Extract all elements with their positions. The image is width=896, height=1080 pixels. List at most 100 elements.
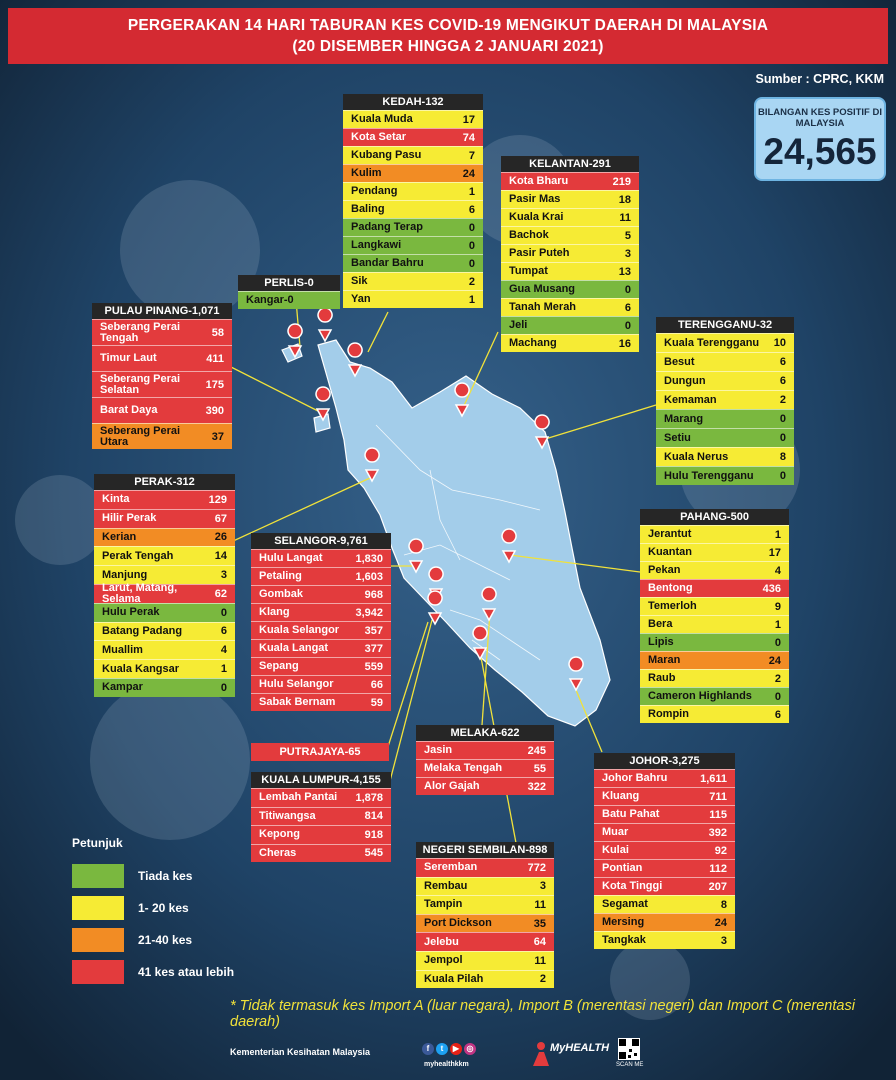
district-row: Pendang 1 [343,182,483,200]
district-row: Kota Setar 74 [343,128,483,146]
district-count: 0 [779,470,786,482]
youtube-icon[interactable]: ▶ [450,1043,462,1055]
district-count: 8 [720,898,727,911]
district-row: Seberang Perai Utara 37 [92,423,232,449]
district-name: Marang [664,412,704,425]
district-name: Kangar-0 [246,294,294,306]
district-row: Jelebu 64 [416,932,554,951]
pin-icon [315,386,331,422]
district-count: 0 [468,257,475,270]
district-count: 4 [220,644,227,657]
panel-title: KUALA LUMPUR-4,155 [251,772,391,788]
district-name: Jelebu [424,935,459,948]
district-count: 62 [214,587,227,600]
district-count: 6 [468,203,475,216]
instagram-icon[interactable]: ◎ [464,1043,476,1055]
district-row: Kepong 918 [251,825,391,844]
qr-code-icon[interactable] [618,1038,640,1060]
district-count: 37 [211,430,224,443]
district-name: Pendang [351,185,398,197]
facebook-icon[interactable]: f [422,1043,434,1055]
district-row: Setiu 0 [656,428,794,447]
district-name: Lembah Pantai [259,791,338,804]
district-count: 0 [624,283,631,296]
district-name: Jerantut [648,528,692,540]
district-count: 2 [539,973,546,986]
district-row: Gombak 968 [251,585,391,603]
legend-label: 21-40 kes [138,933,193,947]
panel-pulau-pinang: PULAU PINANG-1,071 Seberang Perai Tengah 5… [92,303,232,449]
district-name: Kuala Selangor [259,624,340,636]
panel-title: TERENGGANU-32 [656,317,794,333]
district-row: Baling 6 [343,200,483,218]
district-row: Seremban 772 [416,858,554,877]
district-row: Temerloh 9 [640,597,789,615]
district-count: 1,878 [355,791,383,804]
district-name: Timur Laut [100,352,157,364]
district-count: 322 [527,780,546,793]
district-name: Kubang Pasu [351,149,422,161]
district-row: Kemaman 2 [656,390,794,409]
district-name: Kulai [602,844,629,856]
district-row: Kuala Kangsar 1 [94,659,235,678]
district-row: Hulu Langat 1,830 [251,549,391,567]
district-row: Kuala Muda 17 [343,110,483,128]
district-row: Hulu Perak 0 [94,602,235,622]
district-row: Bera 1 [640,615,789,633]
district-count: 6 [774,708,781,721]
legend-swatch [72,928,124,952]
district-count: 772 [527,861,546,874]
district-name: Pontian [602,862,643,874]
district-name: Titiwangsa [259,809,316,822]
district-count: 35 [533,917,546,930]
twitter-icon[interactable]: t [436,1043,448,1055]
district-count: 357 [364,624,383,637]
district-count: 8 [779,451,786,463]
legend-item-red: 41 kes atau lebih [72,960,332,984]
pin-icon [364,447,380,483]
district-row: Alor Gajah 322 [416,777,554,795]
district-name: Kota Setar [351,131,407,143]
district-name: Melaka Tengah [424,762,503,774]
district-name: Barat Daya [100,404,158,416]
panel-perlis: PERLIS-0 Kangar-0 [238,275,340,309]
total-value: 24,565 [763,131,877,172]
district-name: Port Dickson [424,917,492,930]
district-count: 66 [370,678,383,691]
district-row: Maran 24 [640,651,789,669]
district-name: Muar [602,826,629,838]
panel-title: JOHOR-3,275 [594,753,735,769]
panel-kelantan: KELANTAN-291 Kota Bharu 219 Pasir Mas 18 Kual… [501,156,639,352]
district-row: Manjung 3 [94,565,235,584]
district-name: Temerloh [648,600,697,612]
legend-label: 1- 20 kes [138,901,189,915]
district-count: 6 [779,375,786,387]
district-name: Kuala Pilah [424,972,484,985]
district-name: Johor Bahru [602,772,668,784]
district-name: Mersing [602,916,645,928]
district-name: Kuala Terengganu [664,336,760,349]
district-row: Pasir Puteh 3 [501,244,639,262]
district-name: Machang [509,337,557,349]
district-row: Kota Bharu 219 [501,172,639,190]
district-count: 0 [624,319,631,332]
district-name: Kuala Muda [351,113,413,125]
district-count: 74 [462,131,475,144]
panel-title: PERAK-312 [94,474,235,490]
district-row: Rompin 6 [640,705,789,723]
district-count: 0 [220,606,227,619]
panel-negeri-sembilan: NEGERI SEMBILAN-898 Seremban 772 Rembau 3 Tam… [416,842,554,989]
district-count: 59 [370,696,383,709]
district-count: 24 [462,167,475,180]
panel-kuala-lumpur: KUALA LUMPUR-4,155 Lembah Pantai 1,878 Titi… [251,772,391,862]
district-count: 6 [624,301,631,314]
district-name: Maran [648,654,681,666]
district-count: 5 [624,229,631,242]
district-name: Dungun [664,374,706,387]
panel-melaka: MELAKA-622 Jasin 245 Melaka Tengah 55 Alor Ga… [416,725,554,795]
district-name: Kemaman [664,393,717,406]
district-count: 1,603 [355,570,383,583]
district-count: 559 [364,660,383,673]
panel-putrajaya: PUTRAJAYA-65 [251,743,389,761]
district-name: Besut [664,355,695,368]
